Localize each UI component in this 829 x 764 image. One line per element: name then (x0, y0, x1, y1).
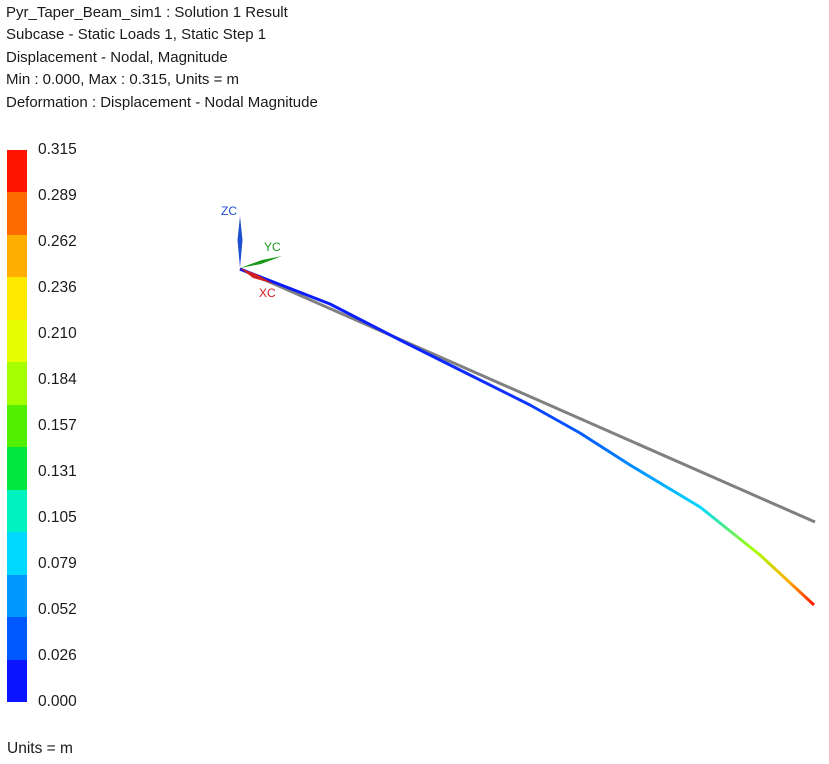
legend-color-band (7, 489, 27, 533)
legend-color-band (7, 404, 27, 448)
yc-axis-label: YC (264, 240, 281, 254)
legend-value-label: 0.262 (38, 233, 77, 250)
xc-axis-arrow (240, 268, 274, 284)
legend-value-label: 0.315 (38, 141, 77, 158)
legend-value-label: 0.026 (38, 647, 77, 664)
legend-color-band (7, 574, 27, 618)
legend-color-band (7, 319, 27, 363)
legend-color-band (7, 150, 27, 193)
legend-value-label: 0.105 (38, 509, 77, 526)
subcase-label: Subcase - Static Loads 1, Static Step 1 (6, 26, 267, 44)
range-label: Min : 0.000, Max : 0.315, Units = m (6, 71, 240, 89)
legend-value-label: 0.000 (38, 693, 77, 710)
undeformed-beam (239, 267, 816, 524)
legend-value-label: 0.052 (38, 601, 77, 618)
legend-value-label: 0.236 (38, 279, 77, 296)
legend-color-band (7, 447, 27, 491)
color-legend-bar (7, 150, 27, 703)
legend-color-band (7, 532, 27, 576)
zc-axis-arrow (237, 216, 243, 268)
units-footer: Units = m (7, 740, 73, 757)
legend-value-label: 0.079 (38, 555, 77, 572)
result-type-label: Displacement - Nodal, Magnitude (6, 48, 228, 66)
xc-axis-label: XC (259, 286, 276, 300)
legend-value-label: 0.289 (38, 187, 77, 204)
legend-value-label: 0.157 (38, 417, 77, 434)
legend-color-band (7, 617, 27, 661)
legend-color-band (7, 659, 27, 703)
legend-value-label: 0.131 (38, 463, 77, 480)
legend-color-band (7, 362, 27, 406)
zc-axis-label: ZC (221, 204, 237, 218)
legend-value-label: 0.210 (38, 325, 77, 342)
legend-color-band (7, 234, 27, 278)
coordinate-triad: ZC YC XC (221, 204, 282, 300)
legend-color-band (7, 277, 27, 321)
deformation-label: Deformation : Displacement - Nodal Magni… (6, 93, 318, 111)
legend-color-band (7, 192, 27, 236)
result-header: Pyr_Taper_Beam_sim1 : Solution 1 Result … (6, 2, 318, 114)
legend-value-label: 0.184 (38, 371, 77, 388)
result-title: Pyr_Taper_Beam_sim1 : Solution 1 Result (6, 4, 288, 21)
yc-axis-arrow (240, 256, 282, 268)
deformed-beam (239, 267, 816, 607)
